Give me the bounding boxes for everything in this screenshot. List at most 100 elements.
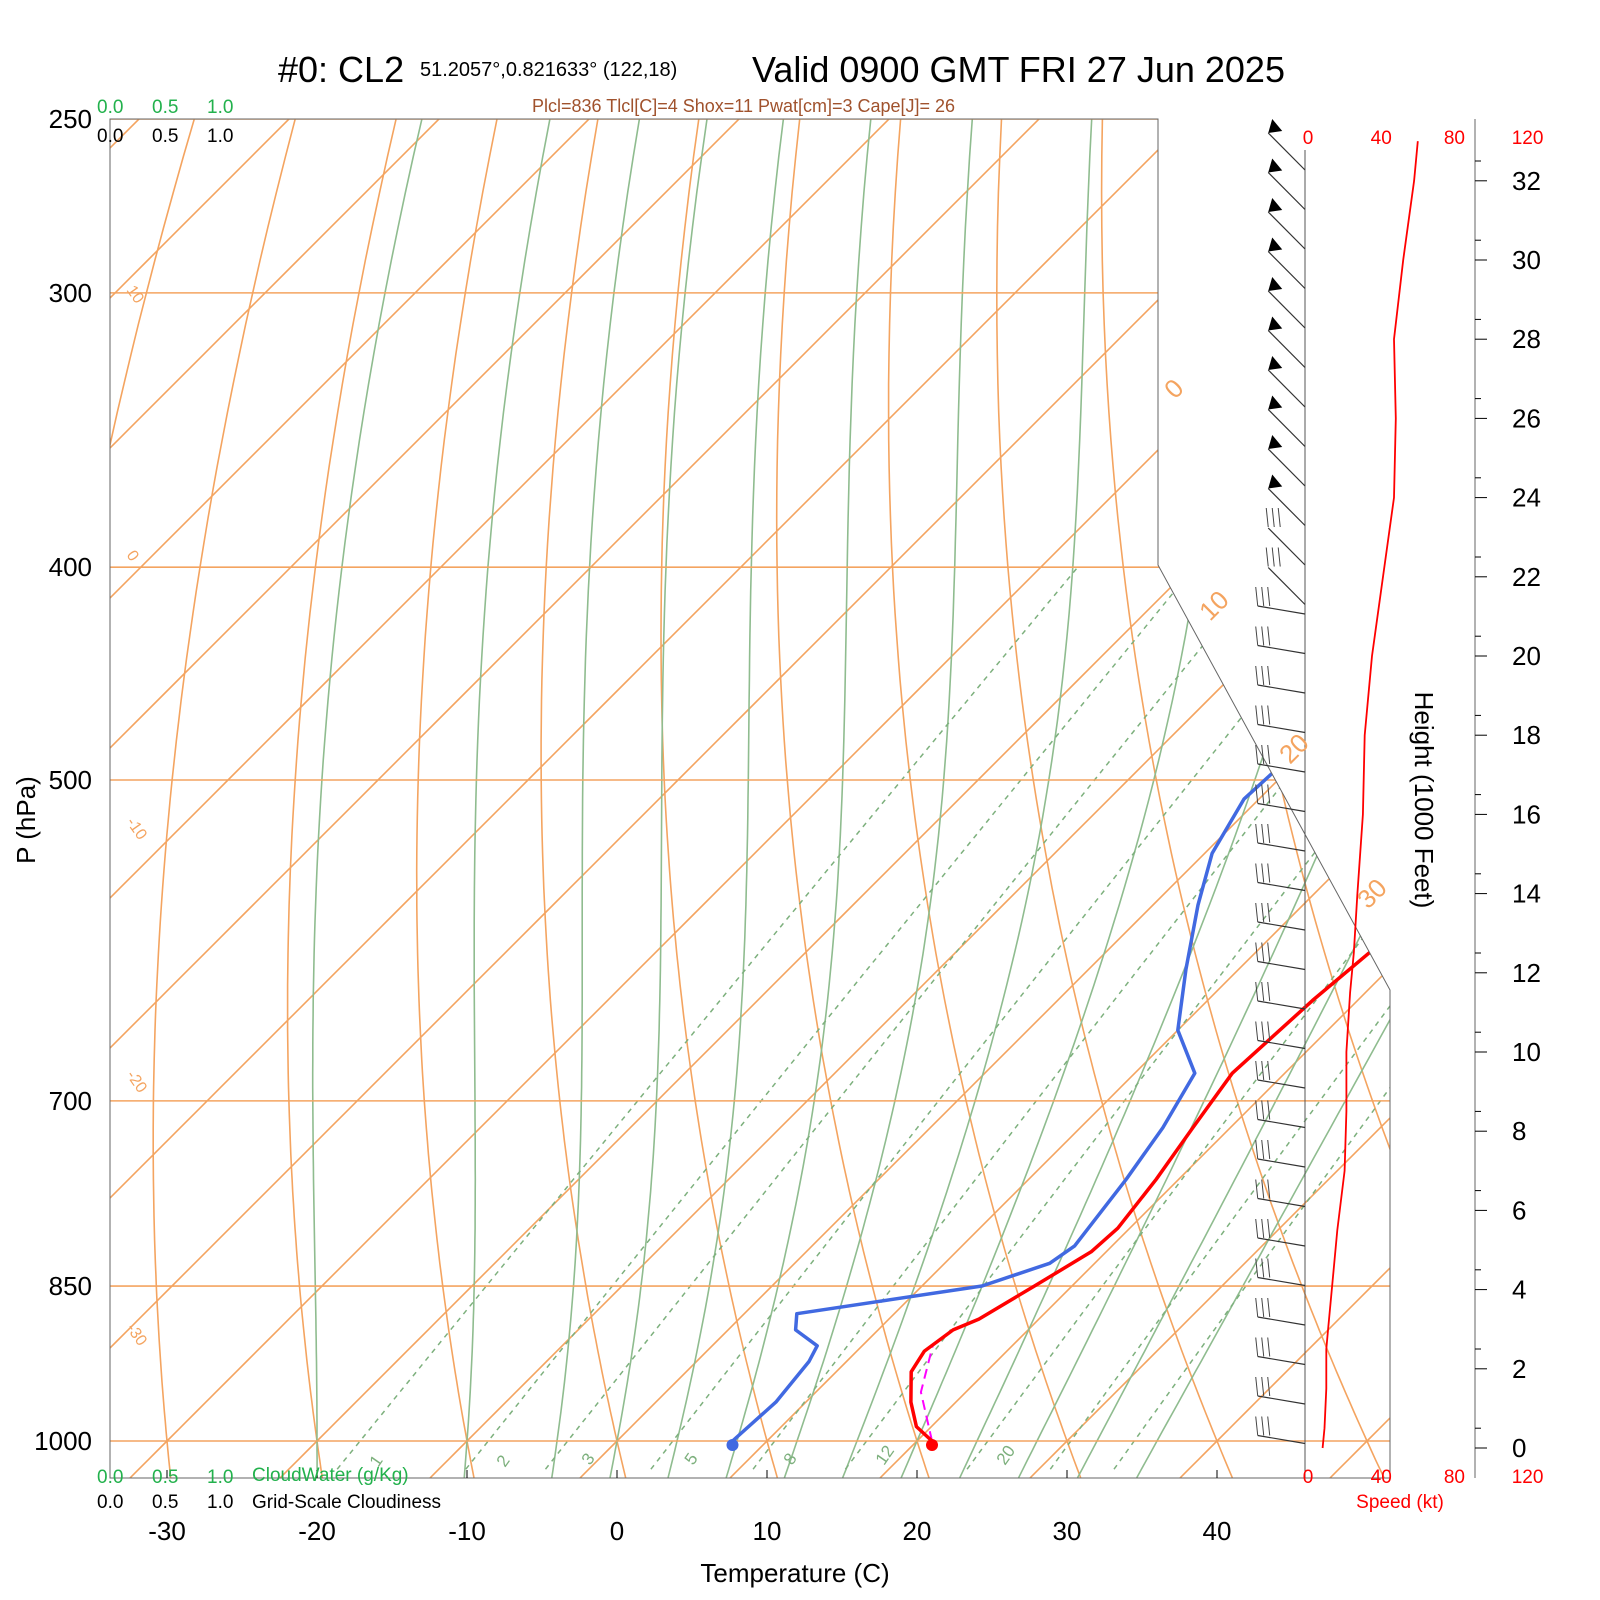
dry-adiabat-line <box>887 119 1082 1478</box>
wind-barb-flag <box>1261 1258 1265 1278</box>
wind-barb-flag <box>1267 902 1271 923</box>
wind-barb-flag <box>1265 507 1269 528</box>
wind-barb-flag <box>1267 1218 1271 1239</box>
wind-barb-flag <box>1271 507 1275 528</box>
isotherm-line <box>579 119 1390 1478</box>
wind-barb-flag <box>1267 942 1271 962</box>
speed-bottom-tick-label: 80 <box>1444 1467 1465 1488</box>
isotherm-left-label: 0 <box>123 548 142 565</box>
top-cloudwater-tick-1: 0.5 <box>152 97 178 118</box>
wind-barb-flag <box>1255 1416 1259 1436</box>
chart-frame <box>109 118 1487 1479</box>
wind-barb-flag <box>1255 1258 1259 1278</box>
wind-barb-flag <box>1267 1297 1271 1318</box>
parcel-trace <box>919 1345 934 1442</box>
wind-barb-flag <box>1255 942 1259 962</box>
wind-barb-staff <box>1257 881 1306 892</box>
height-tick-label: 2 <box>1512 1354 1526 1384</box>
wind-barb-flag <box>1271 547 1275 567</box>
wind-barb-staff <box>1267 527 1306 566</box>
wind-barb-flag <box>1267 1258 1271 1278</box>
sounding-traces <box>726 155 1390 1451</box>
bottom-cloudwater-label: CloudWater (g/Kg) <box>252 1465 409 1486</box>
y-axis-label: P (hPa) <box>11 776 41 864</box>
wind-barb-staff <box>1257 684 1306 694</box>
wind-barb-flag <box>1255 1060 1259 1081</box>
wind-barb-flag <box>1255 1218 1259 1239</box>
wind-barb-pennant <box>1268 277 1283 291</box>
moist-adiabat-line <box>550 119 641 1478</box>
wind-barb-flag <box>1267 1179 1271 1199</box>
y-tick-label: 400 <box>49 552 92 582</box>
wind-barb-flag <box>1255 1376 1259 1397</box>
wind-barb-flag <box>1267 1139 1271 1160</box>
moist-adiabat-line <box>311 119 423 1478</box>
height-tick-label: 32 <box>1512 166 1541 196</box>
isotherm-line <box>110 119 890 1478</box>
bottom-cloudiness-tick-1: 0.5 <box>152 1492 178 1513</box>
background-lines <box>110 119 1390 1478</box>
bottom-cloudwater-tick-1: 0.5 <box>152 1467 178 1488</box>
bottom-cloudwater-tick-2: 1.0 <box>207 1467 233 1488</box>
mixing-ratio-line <box>465 566 1195 1470</box>
wind-barb-staff <box>1257 1355 1306 1366</box>
wind-barb-staff <box>1257 1000 1306 1010</box>
wind-barb-flag <box>1261 626 1265 646</box>
mixing-ratio-line <box>650 566 1362 1470</box>
wind-barb-flag <box>1261 586 1265 607</box>
wind-barb-staff <box>1257 1079 1306 1089</box>
wind-barb-flag <box>1255 744 1259 765</box>
moist-adiabat-line <box>463 119 551 1478</box>
wind-barb-flag <box>1255 665 1259 686</box>
wind-barb-flag <box>1261 863 1265 883</box>
wind-barb-flag <box>1267 1337 1271 1357</box>
mixing-ratio-label: 20 <box>993 1442 1019 1468</box>
wind-barb-flag <box>1261 1218 1265 1239</box>
wind-speed-trace <box>1321 141 1419 1449</box>
dry-adiabat-line <box>660 119 779 1478</box>
dry-adiabat-line <box>152 119 296 1478</box>
wind-barb-staff <box>1257 1039 1306 1050</box>
wind-barb-flag <box>1267 784 1271 804</box>
wind-barb-staff <box>1257 842 1306 852</box>
wind-barb-flag <box>1261 705 1265 725</box>
x-tick-label: -20 <box>298 1516 336 1546</box>
mixing-ratio-line <box>336 566 1079 1470</box>
wind-barb-flag <box>1261 1297 1265 1318</box>
wind-barb-flag <box>1255 863 1259 883</box>
wind-barb-flag <box>1261 665 1265 686</box>
wind-barb-pennant <box>1268 356 1283 370</box>
wind-barb-flag <box>1261 902 1265 923</box>
isotherm-upper-label: 20 <box>1273 728 1315 770</box>
top-cloudiness-tick-1: 0.5 <box>152 126 178 147</box>
wind-barb-staff <box>1257 960 1306 971</box>
isotherm-line <box>879 119 1390 1478</box>
wind-barb-flag <box>1261 744 1265 765</box>
height-tick-label: 8 <box>1512 1116 1526 1146</box>
isotherm-line <box>110 119 740 1478</box>
isotherm-line <box>110 119 590 1478</box>
wind-barb-staff <box>1257 1434 1306 1445</box>
speed-top-tick-label: 80 <box>1444 128 1465 149</box>
wind-barb-flag <box>1255 981 1259 1002</box>
wind-barb-flag <box>1255 902 1259 923</box>
wind-barb-staff <box>1257 1276 1306 1287</box>
y2-axis-label: Height (1000 Feet) <box>1409 692 1439 909</box>
wind-barb-staff <box>1267 251 1306 289</box>
wind-barb-flag <box>1255 1021 1259 1041</box>
x-tick-label: -10 <box>448 1516 486 1546</box>
wind-barb-pennant <box>1268 119 1283 133</box>
wind-barb-flag <box>1255 1297 1259 1318</box>
bottom-cloudiness-tick-2: 1.0 <box>207 1492 233 1513</box>
wind-barb-flag <box>1255 1179 1259 1199</box>
wind-barb-staff <box>1257 921 1306 931</box>
isotherm-line <box>1029 119 1390 1478</box>
y-tick-label: 850 <box>49 1271 92 1301</box>
speed-bottom-tick-label: 120 <box>1512 1467 1544 1488</box>
height-tick-label: 10 <box>1512 1037 1541 1067</box>
bottom-cloudiness-tick-0: 0.0 <box>97 1492 123 1513</box>
title-location: 51.2057°,0.821633° (122,18) <box>420 59 677 81</box>
dry-adiabat-line <box>1202 119 1390 1478</box>
top-cloudwater-tick-0: 0.0 <box>97 97 123 118</box>
